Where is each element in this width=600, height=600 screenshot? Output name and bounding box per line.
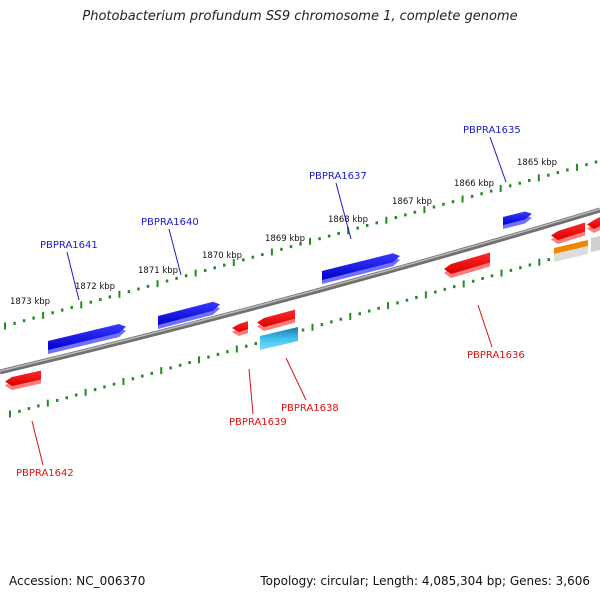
- gene-arrow: [232, 321, 248, 336]
- gray-feature: [591, 236, 600, 252]
- gene-arrow: [48, 323, 126, 354]
- gene-arrow-body: [5, 370, 41, 386]
- gene-arrow: [587, 217, 600, 233]
- gene-arrow: [444, 252, 490, 278]
- reverse-gene-leader: [31, 420, 44, 466]
- gene-arrow-body: [444, 252, 490, 274]
- ruler-label: 1869 kbp: [265, 234, 305, 244]
- forward-gene-leader: [66, 251, 80, 301]
- reverse-gene-label: PBPRA1642: [16, 468, 74, 479]
- gene-layer: [5, 211, 600, 390]
- forward-gene-leader: [168, 228, 182, 276]
- forward-gene-leader: [489, 136, 507, 183]
- gene-arrow-body: [232, 321, 248, 332]
- map-title: Photobacterium profundum SS9 chromosome …: [82, 9, 518, 24]
- gene-arrow-body: [503, 211, 532, 225]
- reverse-gene-leader: [285, 357, 307, 401]
- cyan-feature: [260, 327, 298, 350]
- chromosome-backbone-highlight: [0, 208, 600, 372]
- chromosome-backbone: [0, 207, 600, 375]
- reverse-gene-label: PBPRA1638: [281, 403, 339, 414]
- gene-arrow-body: [551, 222, 585, 240]
- reverse-gene-leader: [477, 304, 493, 348]
- ruler-label: 1865 kbp: [517, 158, 557, 168]
- forward-gene-leader: [335, 182, 352, 240]
- label-layer: 1865 kbp 1866 kbp 1867 kbp 1868 kbp 1869 kbp…: [10, 125, 557, 479]
- gray-feature: [554, 246, 588, 262]
- orange-feature: [554, 240, 588, 254]
- forward-gene-label: PBPRA1637: [309, 171, 367, 182]
- gene-arrow: [5, 370, 41, 390]
- reverse-gene-label: PBPRA1636: [467, 350, 525, 361]
- forward-gene-label: PBPRA1640: [141, 217, 199, 228]
- ruler-label: 1867 kbp: [392, 197, 432, 207]
- gene-arrow-body: [48, 323, 126, 350]
- accession-text: Accession: NC_006370: [9, 574, 146, 588]
- ruler-label: 1871 kbp: [138, 266, 178, 276]
- reverse-gene-leader: [248, 368, 254, 415]
- forward-gene-label: PBPRA1641: [40, 240, 98, 251]
- gene-arrow: [322, 253, 400, 284]
- gene-arrow-body: [322, 253, 400, 280]
- forward-gene-label: PBPRA1635: [463, 125, 521, 136]
- ruler-label: 1868 kbp: [328, 215, 368, 225]
- gene-arrow: [257, 309, 295, 331]
- gene-arrow: [503, 211, 532, 229]
- gene-arrow: [158, 301, 220, 329]
- feature-cluster: [260, 236, 600, 350]
- gene-arrow-body: [257, 309, 295, 327]
- ruler-label: 1870 kbp: [202, 251, 242, 261]
- ruler-label: 1866 kbp: [454, 179, 494, 189]
- ruler-label: 1873 kbp: [10, 297, 50, 307]
- gene-arrow-body: [158, 301, 220, 325]
- gene-arrow: [551, 222, 585, 244]
- reverse-gene-label: PBPRA1639: [229, 417, 287, 428]
- ruler-label: 1872 kbp: [75, 282, 115, 292]
- gene-arrow-body: [587, 217, 600, 229]
- summary-text: Topology: circular; Length: 4,085,304 bp…: [260, 574, 590, 588]
